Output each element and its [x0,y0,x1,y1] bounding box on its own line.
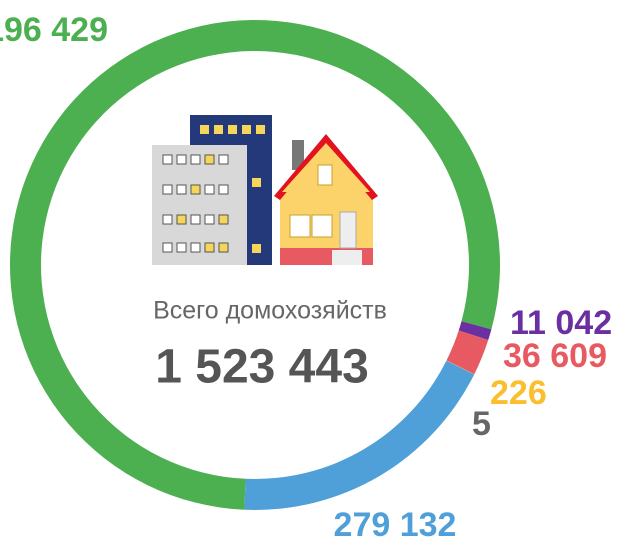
value-label: 1 196 429 [0,11,108,49]
value-label: 5 [472,405,491,443]
value-label: 279 132 [334,506,457,544]
total: 1 523 443 [155,341,369,394]
value-label: 11 042 [510,304,612,342]
house-icon [152,115,378,265]
donut-segment [446,360,475,375]
value-label: 36 609 [503,337,607,375]
donut-segment [244,360,475,510]
center-label: Всего домохозяйств [153,297,387,325]
donut-segment [458,321,492,341]
donut-segment [446,330,489,375]
value-label: 226 [490,374,547,412]
donut-segment [446,360,475,375]
